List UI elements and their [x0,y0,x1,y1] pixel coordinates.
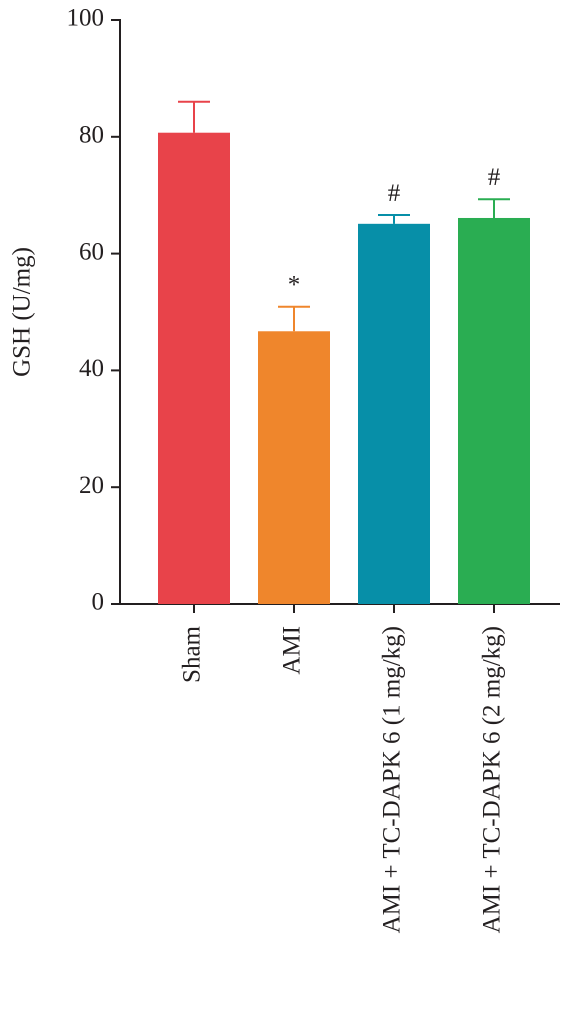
y-tick-label: 40 [79,355,104,382]
y-tick-label: 60 [79,238,104,265]
bar [158,132,230,604]
bar [458,217,530,604]
error-bar [378,214,410,224]
significance-mark: # [388,180,401,207]
x-tick-label: AMI [279,626,306,675]
significance-mark: # [488,164,501,191]
bar [358,223,430,605]
error-bar [278,305,310,332]
error-bar [478,198,510,218]
y-tick-label: 100 [67,5,105,32]
error-bar [178,100,210,133]
x-tick-label: Sham [179,625,206,683]
x-tick-label: AMI + TC-DAPK 6 (2 mg/kg) [479,626,506,933]
bar [258,331,330,604]
x-tick-label: AMI + TC-DAPK 6 (1 mg/kg) [379,626,406,933]
y-tick-label: 20 [79,472,104,499]
significance-mark: * [288,271,301,298]
y-tick-label: 0 [92,589,105,616]
y-tick-label: 80 [79,122,104,149]
y-axis-label: GSH (U/mg) [9,247,36,377]
